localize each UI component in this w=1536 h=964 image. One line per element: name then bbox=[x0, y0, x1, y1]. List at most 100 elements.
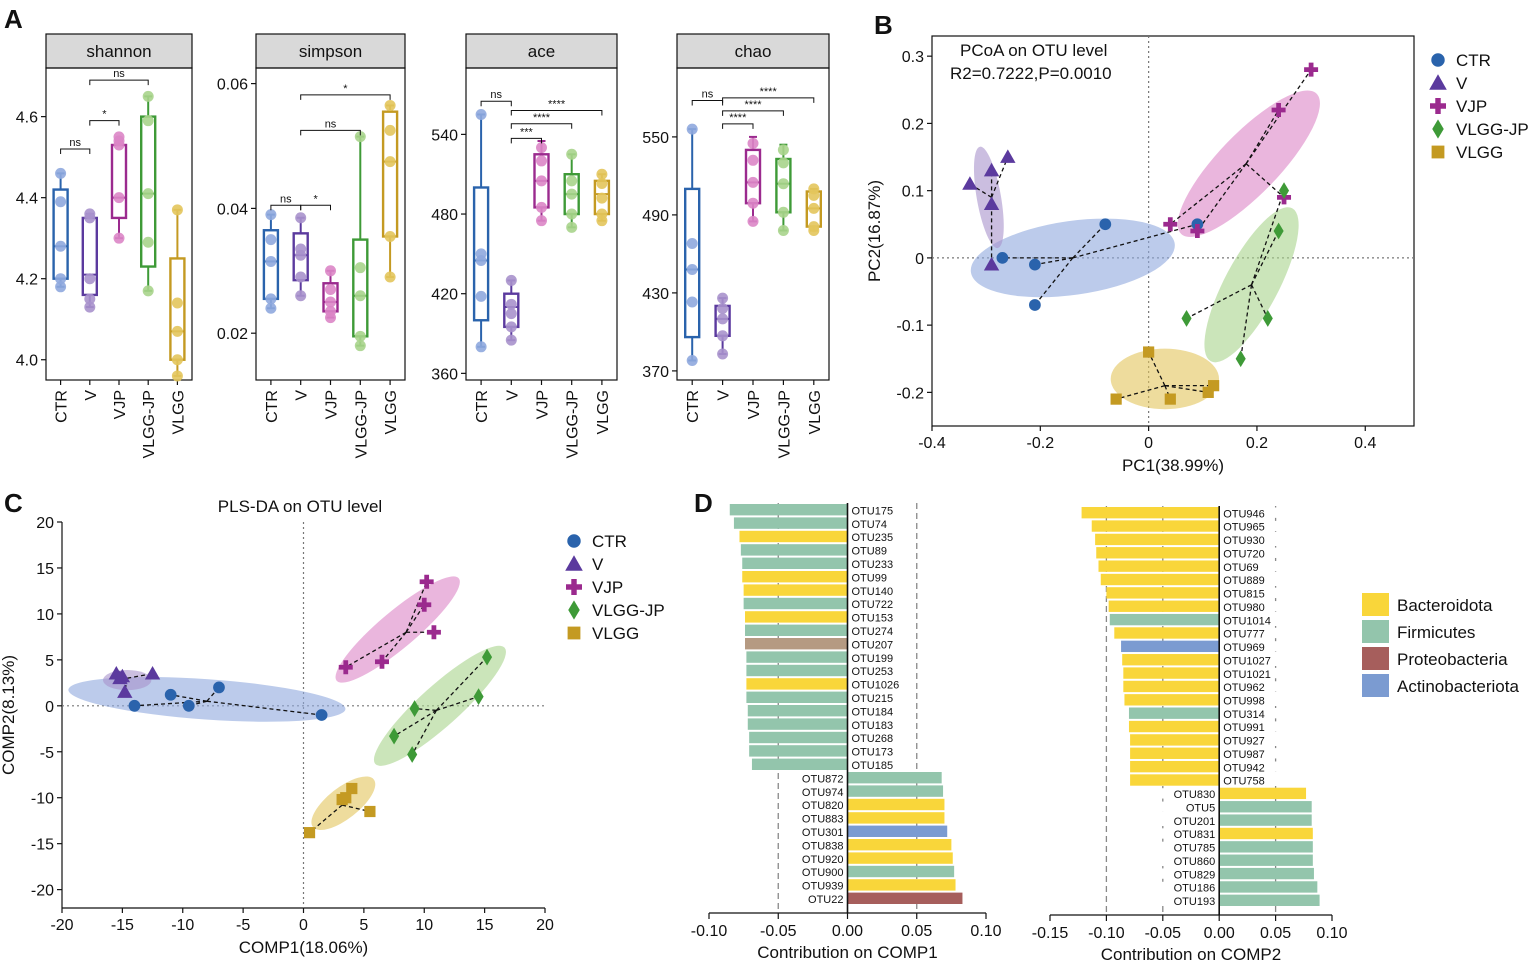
y-tick-label: 4.2 bbox=[16, 272, 38, 289]
centroid-spoke bbox=[405, 581, 428, 633]
label-backdrop bbox=[789, 785, 846, 797]
data-point bbox=[686, 123, 698, 135]
centroid-spoke bbox=[1250, 190, 1285, 286]
significance-bracket bbox=[270, 204, 302, 211]
x-tick-label: VLGG-JP bbox=[353, 390, 370, 458]
data-point bbox=[171, 325, 183, 337]
x-tick-label: 0.00 bbox=[832, 923, 863, 940]
y-tick-label: 0.06 bbox=[217, 77, 248, 94]
y-tick-label: 0.1 bbox=[902, 184, 924, 201]
contribution-bar bbox=[1130, 734, 1220, 746]
legend-marker-VJP bbox=[566, 579, 582, 595]
box-VJP bbox=[744, 135, 762, 227]
significance-bracket bbox=[510, 123, 573, 129]
y-tick-label: 20 bbox=[36, 515, 54, 532]
otu-label: OTU758 bbox=[1223, 776, 1265, 788]
label-backdrop bbox=[1161, 801, 1218, 812]
centroid-spoke bbox=[1164, 385, 1209, 394]
point-V bbox=[983, 256, 1000, 271]
legend-label: CTR bbox=[592, 532, 627, 551]
data-point bbox=[475, 248, 487, 260]
legend-label: V bbox=[592, 555, 604, 574]
point-CTR bbox=[182, 699, 195, 712]
point-CTR bbox=[1099, 218, 1112, 231]
data-point bbox=[265, 302, 277, 314]
point-VJP bbox=[426, 625, 441, 640]
otu-label: OTU199 bbox=[852, 653, 894, 665]
panel-letter-a: A bbox=[4, 4, 23, 34]
box-VLGG-JP bbox=[352, 131, 369, 352]
label-backdrop bbox=[849, 504, 906, 515]
point-VLGG bbox=[364, 805, 376, 818]
contribution-bar bbox=[729, 504, 848, 516]
data-point bbox=[717, 313, 729, 325]
label-backdrop bbox=[789, 799, 846, 810]
contribution-bar bbox=[1122, 654, 1220, 666]
significance-label: **** bbox=[744, 99, 762, 111]
otu-label: OTU883 bbox=[802, 814, 844, 826]
point-VLGG bbox=[1208, 380, 1220, 392]
y-tick-label: 4.0 bbox=[16, 353, 38, 370]
label-backdrop bbox=[1161, 855, 1218, 866]
data-point bbox=[777, 178, 789, 190]
data-point bbox=[717, 292, 729, 304]
y-tick-label: 15 bbox=[36, 561, 54, 578]
significance-label: * bbox=[102, 109, 107, 121]
label-backdrop bbox=[789, 866, 846, 877]
x-tick-label: V bbox=[716, 390, 733, 401]
data-point bbox=[777, 144, 789, 156]
chart-layer: shannon 4.0 4.2 4.4 4.6 CTR V VJP VLGG-JP VLGG ns *… bbox=[0, 33, 1529, 964]
plot-frame bbox=[931, 35, 1415, 427]
x-tick-label: VJP bbox=[112, 390, 129, 419]
otu-label: OTU140 bbox=[852, 586, 894, 598]
significance-label: *** bbox=[520, 126, 534, 138]
contribution-bar bbox=[746, 664, 848, 677]
contribution-bar bbox=[1123, 667, 1220, 679]
label-backdrop bbox=[1221, 774, 1278, 786]
data-point bbox=[596, 208, 608, 220]
centroid-spoke bbox=[393, 709, 437, 737]
x-tick-label: VLGG-JP bbox=[776, 390, 793, 458]
x-tick-label: 0.4 bbox=[1354, 435, 1376, 452]
otu-label: OTU74 bbox=[852, 519, 887, 531]
significance-bracket bbox=[480, 100, 512, 107]
legend-marker-V bbox=[565, 555, 583, 571]
label-backdrop bbox=[1221, 520, 1278, 532]
contribution-bar bbox=[1219, 827, 1313, 840]
data-point bbox=[686, 238, 698, 249]
data-point bbox=[295, 271, 307, 283]
box-panel-simpson: simpson 0.02 0.04 0.06 CTR V VJP VLGG-JP VLGG ns *… bbox=[217, 33, 406, 458]
label-backdrop bbox=[789, 893, 846, 904]
otu-label: OTU173 bbox=[852, 747, 894, 759]
label-backdrop bbox=[849, 625, 906, 636]
centroid-spoke bbox=[170, 694, 208, 702]
confidence-ellipse-VLGG bbox=[1110, 348, 1220, 410]
contribution-bar bbox=[1124, 694, 1220, 706]
contribution-bar bbox=[847, 772, 942, 784]
bar-panel-2: -0.15 -0.10 -0.05 0.00 0.05 0.10 Contribution … bbox=[1032, 506, 1348, 964]
data-point bbox=[808, 221, 820, 233]
otu-label: OTU927 bbox=[1223, 736, 1265, 748]
otu-label: OTU830 bbox=[1174, 789, 1216, 801]
x-tick-label: VJP bbox=[324, 390, 341, 419]
x-tick-label: -5 bbox=[236, 917, 250, 934]
centroid-spoke bbox=[1148, 351, 1166, 386]
x-tick-label: VJP bbox=[746, 390, 763, 419]
contribution-bar bbox=[1106, 587, 1220, 599]
otu-label: OTU838 bbox=[802, 840, 844, 852]
otu-label: OTU889 bbox=[1223, 575, 1265, 587]
otu-label: OTU980 bbox=[1223, 602, 1265, 614]
legend-marker-VLGG bbox=[1431, 145, 1445, 159]
x-tick-label: 0 bbox=[299, 917, 308, 934]
label-backdrop bbox=[1221, 534, 1278, 545]
data-point bbox=[505, 298, 517, 310]
point-V bbox=[1000, 149, 1016, 163]
centroid-spoke bbox=[134, 700, 207, 707]
otu-label: OTU965 bbox=[1223, 522, 1265, 534]
facet-header bbox=[465, 33, 618, 69]
point-CTR bbox=[996, 252, 1009, 264]
data-point bbox=[566, 221, 578, 233]
centroid-spoke bbox=[1072, 223, 1198, 259]
x-tick-label: -0.05 bbox=[760, 923, 797, 940]
